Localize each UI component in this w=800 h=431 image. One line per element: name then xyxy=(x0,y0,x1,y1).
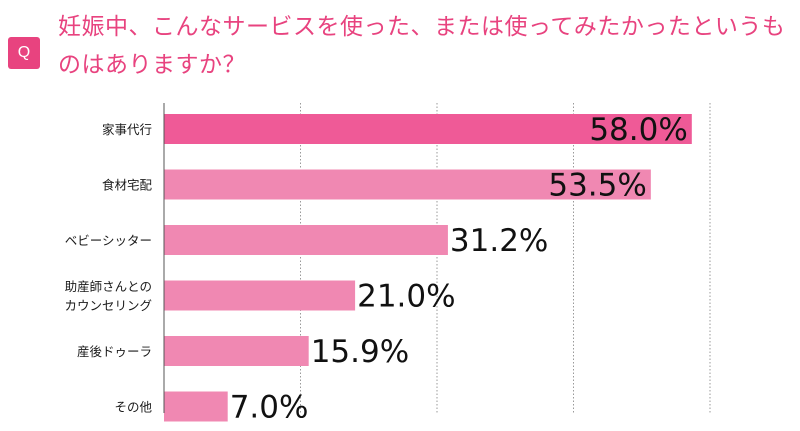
bar xyxy=(164,280,356,311)
bar xyxy=(164,225,448,255)
value-label: 21.0% xyxy=(357,279,455,315)
category-label: 家事代行 xyxy=(102,122,152,137)
category-label: 産後ドゥーラ xyxy=(77,344,152,359)
category-label: 助産師さんとの xyxy=(65,279,152,294)
bar xyxy=(164,114,692,144)
bar xyxy=(164,391,228,422)
category-label: カウンセリング xyxy=(64,298,152,313)
question-text: 妊娠中、こんなサービスを使った、または使ってみたかったというものはありますか？ xyxy=(58,14,786,78)
category-label: その他 xyxy=(114,400,152,415)
category-label: ベビーシッター xyxy=(65,233,152,248)
chart-bars: 家事代行 58.0% 食材宅配 53.5% ベビーシッター 31.2% 助産師さんとのカウン… xyxy=(64,112,692,426)
bar xyxy=(164,169,651,200)
value-label: 15.9% xyxy=(311,334,409,370)
value-label: 7.0% xyxy=(230,390,309,426)
value-label: 31.2% xyxy=(450,223,548,259)
bar xyxy=(164,336,309,366)
value-label: 53.5% xyxy=(548,168,646,204)
question-badge: Q xyxy=(8,37,40,69)
chart-grid xyxy=(300,103,711,413)
category-label: 食材宅配 xyxy=(102,178,153,193)
value-label: 58.0% xyxy=(589,112,687,148)
